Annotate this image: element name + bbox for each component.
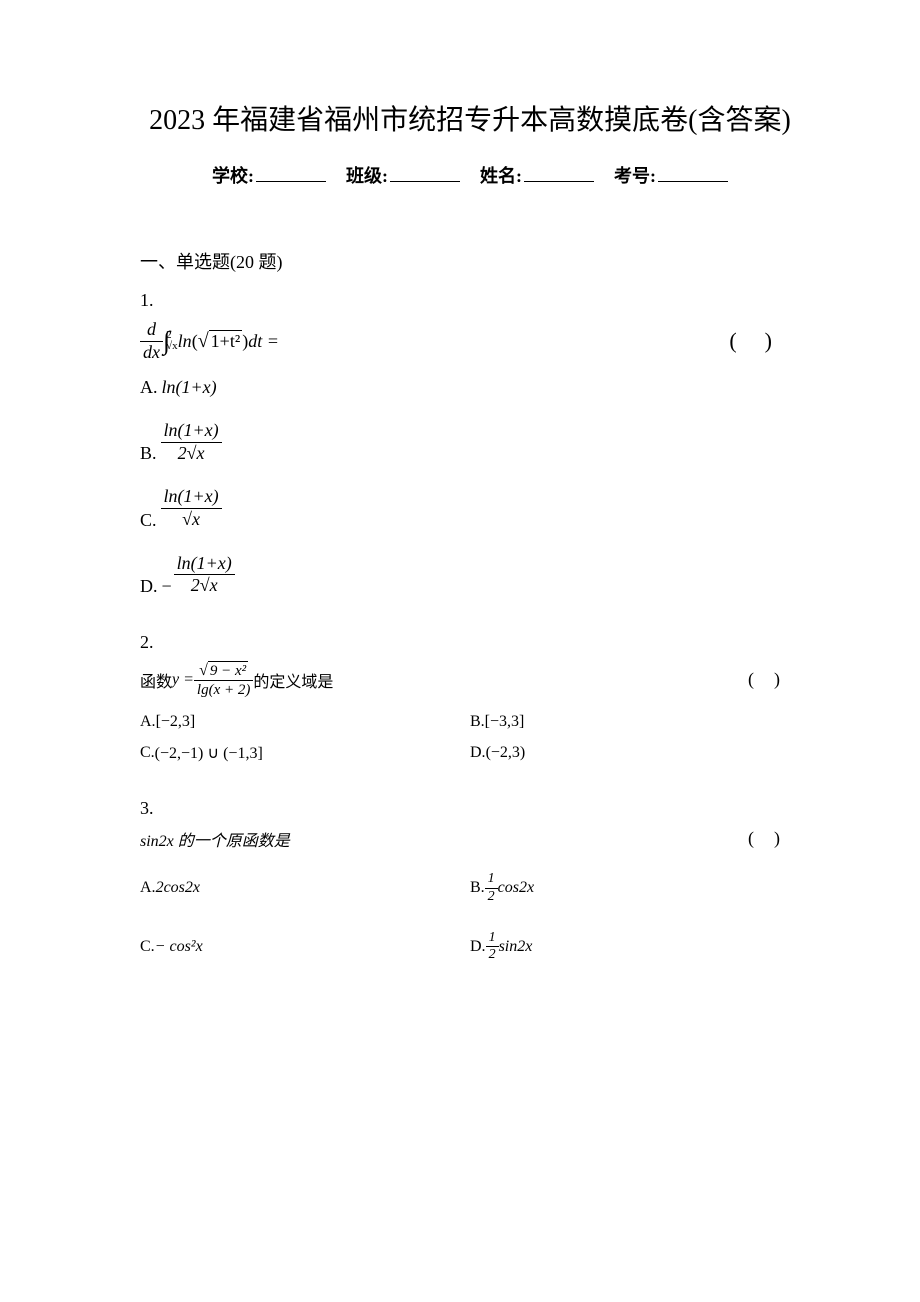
class-label: 班级:: [346, 162, 388, 188]
q3-d-label: D.: [470, 938, 486, 956]
exam-id-blank: [658, 162, 728, 182]
q3-c-label: C.: [140, 938, 155, 956]
q3-option-c: C. − cos²x: [140, 930, 470, 965]
q1-ln: ln: [178, 331, 192, 352]
q3-b-suffix: cos2x: [498, 879, 534, 897]
q2-a-label: A.: [140, 713, 156, 731]
q1-dx: dx: [140, 342, 163, 364]
q2-stem: 函数 y = √ 9 − x² lg(x + 2) 的定义域是 (): [140, 661, 800, 699]
q3-option-a: A. 2cos2x: [140, 871, 470, 906]
q3-d-suffix: sin2x: [499, 938, 533, 956]
q1-stem: d dx ∫ 2 √x ln ( √ 1+t² ) dt = (): [140, 319, 800, 363]
q1-d-num: ln(1+x): [174, 553, 235, 576]
class-blank: [390, 162, 460, 182]
class-field: 班级:: [346, 162, 460, 188]
q2-den: lg(x + 2): [194, 681, 253, 699]
q2-c-label: C.: [140, 744, 155, 762]
q2-paren: (): [748, 669, 800, 690]
q2-option-c: C. (−2,−1) ∪ (−1,3]: [140, 743, 470, 763]
section-header: 一、单选题(20 题): [140, 248, 800, 274]
q2-option-d: D. (−2,3): [470, 743, 800, 763]
q1-expression: d dx ∫ 2 √x ln ( √ 1+t² ) dt =: [140, 319, 279, 363]
exam-id-label: 考号:: [614, 162, 656, 188]
q1-paren: (): [729, 328, 800, 354]
q1-a-expr: ln(1+x): [162, 377, 217, 398]
q1-c-num: ln(1+x): [161, 486, 222, 509]
q1-b-num: ln(1+x): [161, 420, 222, 443]
q2-d-label: D.: [470, 744, 486, 762]
q3-a-text: 2cos2x: [156, 879, 200, 897]
q2-option-b: B. [−3,3]: [470, 713, 800, 731]
q1-sqrt-body: 1+t²: [209, 330, 243, 352]
name-blank: [524, 162, 594, 182]
sqrt-icon: √ 1+t²: [198, 330, 243, 353]
q1-option-c: C. ln(1+x) √x: [140, 486, 800, 530]
q2-number: 2.: [140, 632, 800, 653]
question-3: 3. sin2x 的一个原函数是 () A. 2cos2x B. 1 2 cos…: [140, 798, 800, 964]
q3-b-label: B.: [470, 879, 485, 897]
q2-d-text: (−2,3): [486, 744, 526, 762]
q1-lower: √x: [166, 341, 178, 352]
q1-d: d: [140, 319, 163, 342]
q1-b-den: 2√x: [161, 443, 222, 465]
q3-option-d: D. 1 2 sin2x: [470, 930, 800, 965]
name-label: 姓名:: [480, 162, 522, 188]
exam-id-field: 考号:: [614, 162, 728, 188]
q3-b-den: 2: [485, 889, 498, 906]
q2-expression: 函数 y = √ 9 − x² lg(x + 2) 的定义域是: [140, 661, 333, 699]
q3-d-num: 1: [486, 930, 499, 948]
q1-d-neg: −: [162, 576, 172, 597]
school-label: 学校:: [212, 162, 254, 188]
q2-b-label: B.: [470, 713, 485, 731]
q1-d-label: D.: [140, 576, 158, 597]
q1-option-a: A. ln(1+x): [140, 377, 800, 398]
q2-num: 9 − x²: [208, 661, 248, 680]
q3-options: A. 2cos2x B. 1 2 cos2x C. − cos²x D. 1 2…: [140, 871, 800, 964]
q1-option-d: D. − ln(1+x) 2√x: [140, 553, 800, 597]
q2-prefix: 函数: [140, 668, 172, 692]
q3-b-num: 1: [485, 871, 498, 889]
info-row: 学校: 班级: 姓名: 考号:: [140, 162, 800, 188]
exam-title: 2023 年福建省福州市统招专升本高数摸底卷(含答案): [140, 100, 800, 142]
q3-stem: sin2x 的一个原函数是 (): [140, 827, 800, 851]
q2-suffix: 的定义域是: [253, 668, 333, 692]
q3-number: 3.: [140, 798, 800, 819]
q3-paren: (): [748, 828, 800, 849]
question-2: 2. 函数 y = √ 9 − x² lg(x + 2) 的定义域是 () A.…: [140, 632, 800, 763]
q2-options: A. [−2,3] B. [−3,3] C. (−2,−1) ∪ (−1,3] …: [140, 713, 800, 763]
q3-d-den: 2: [486, 947, 499, 964]
q1-dt: dt =: [248, 331, 279, 352]
q1-c-label: C.: [140, 510, 157, 531]
q3-option-b: B. 1 2 cos2x: [470, 871, 800, 906]
q1-d-den: 2√x: [174, 575, 235, 597]
school-field: 学校:: [212, 162, 326, 188]
q2-a-text: [−2,3]: [156, 713, 196, 731]
q1-number: 1.: [140, 290, 800, 311]
q3-a-label: A.: [140, 879, 156, 897]
q1-option-b: B. ln(1+x) 2√x: [140, 420, 800, 464]
q2-c-text: (−2,−1) ∪ (−1,3]: [155, 743, 263, 763]
q1-c-den: √x: [161, 509, 222, 531]
q1-a-label: A.: [140, 377, 158, 398]
question-1: 1. d dx ∫ 2 √x ln ( √ 1+t² ) dt = () A. …: [140, 290, 800, 597]
sqrt-icon-2: √ 9 − x²: [199, 661, 248, 680]
q2-option-a: A. [−2,3]: [140, 713, 470, 731]
q3-stem-text: sin2x 的一个原函数是: [140, 827, 290, 851]
school-blank: [256, 162, 326, 182]
q2-y: y =: [172, 671, 194, 689]
q1-b-label: B.: [140, 443, 157, 464]
q3-c-text: − cos²x: [155, 938, 203, 956]
name-field: 姓名:: [480, 162, 594, 188]
q2-b-text: [−3,3]: [485, 713, 525, 731]
